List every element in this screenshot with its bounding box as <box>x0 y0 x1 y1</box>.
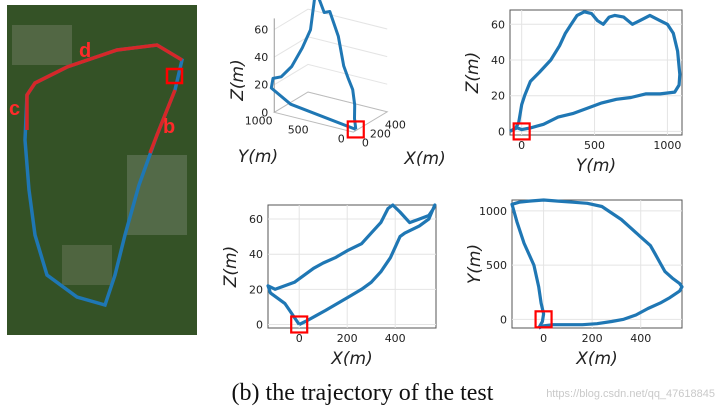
map-track-red-b <box>148 89 177 154</box>
panel-xz-ylabel: Z(m) <box>221 246 241 288</box>
panel-xy-ytick-2: 1000 <box>479 205 507 218</box>
panel-3d-zgrid-1 <box>274 63 388 86</box>
panel-xy-xtick-1: 200 <box>582 332 603 345</box>
panel-xy-series-line <box>510 198 684 330</box>
panel-xz-ytick-3: 60 <box>249 213 263 226</box>
panel-xz-start-marker <box>290 315 309 334</box>
panel-3d-ytick-2: 1000 <box>245 115 273 128</box>
panel-xy-xlabel: X(m) <box>575 349 617 369</box>
panel-3d-ztick-1: 20 <box>254 79 268 92</box>
panel-xz-xtick-1: 200 <box>337 332 358 345</box>
panel-3d-xtick-1: 200 <box>370 127 391 140</box>
panel-yz-xtick-1: 500 <box>584 139 605 152</box>
panel-3d-series-line <box>269 0 358 131</box>
map-start-marker <box>165 67 184 85</box>
panel-xz-ytick-1: 20 <box>249 283 263 296</box>
panel-3d-ytick-1: 500 <box>288 124 309 137</box>
panel-yz-series-line <box>509 10 682 133</box>
panel-xz-series-line <box>266 203 437 326</box>
panel-yz-xlabel: Y(m) <box>576 156 616 176</box>
panel-3d-floor <box>273 91 389 133</box>
satellite-map: d c b <box>7 5 197 335</box>
panel-3d-zlabel: Z(m) <box>228 59 248 101</box>
panel-xy-frame <box>511 199 683 329</box>
panel-yz-ytick-3: 60 <box>491 18 505 31</box>
panel-xz-xtick-0: 0 <box>296 332 303 345</box>
panel-xy-xtick-2: 400 <box>630 332 651 345</box>
panel-yz-ytick-2: 40 <box>491 54 505 67</box>
panel-yz-ylabel: Z(m) <box>463 52 483 94</box>
panel-xy-ytick-0: 0 <box>500 313 507 326</box>
watermark: https://blog.csdn.net/qq_47618845 <box>546 388 715 400</box>
panel-3d-ztick-3: 60 <box>254 23 268 36</box>
map-label-d: d <box>79 40 91 62</box>
panel-yz-ytick-1: 20 <box>491 90 505 103</box>
panel-xz-xlabel: X(m) <box>330 349 372 369</box>
panel-yz-xtick-2: 1000 <box>653 139 681 152</box>
panel-3d-ylabel: Y(m) <box>238 147 278 167</box>
panel-3d-zgrid-3 <box>274 8 388 30</box>
panel-yz-start-marker <box>512 122 531 141</box>
panel-xy-ylabel: Y(m) <box>465 244 485 284</box>
map-label-c: c <box>9 98 20 120</box>
panel-xz-frame <box>267 204 437 329</box>
panel-3d-xlabel: X(m) <box>403 149 445 169</box>
panel-3d-start-marker <box>346 120 365 139</box>
map-overlay: d c b <box>7 5 197 335</box>
map-track-red-a <box>25 43 183 130</box>
panel-3d-ztick-0: 0 <box>261 106 268 119</box>
panel-xy-xtick-0: 0 <box>540 332 547 345</box>
panel-3d-xtick-2: 400 <box>385 118 406 131</box>
panel-xz-ytick-2: 40 <box>249 248 263 261</box>
panel-3d-ztick-2: 40 <box>254 51 268 64</box>
map-label-b: b <box>163 116 175 138</box>
panel-xz-xtick-2: 400 <box>385 332 406 345</box>
panel-xy-start-marker <box>534 310 553 329</box>
panel-xz-ytick-0: 0 <box>256 318 263 331</box>
panel-xy-ytick-1: 500 <box>486 259 507 272</box>
panel-3d-ytick-0: 0 <box>338 133 345 146</box>
figure-caption: (b) the trajectory of the test <box>231 380 494 406</box>
panel-yz-xtick-0: 0 <box>518 139 525 152</box>
panel-3d-xtick-0: 0 <box>362 136 369 149</box>
panel-yz-ytick-0: 0 <box>498 125 505 138</box>
